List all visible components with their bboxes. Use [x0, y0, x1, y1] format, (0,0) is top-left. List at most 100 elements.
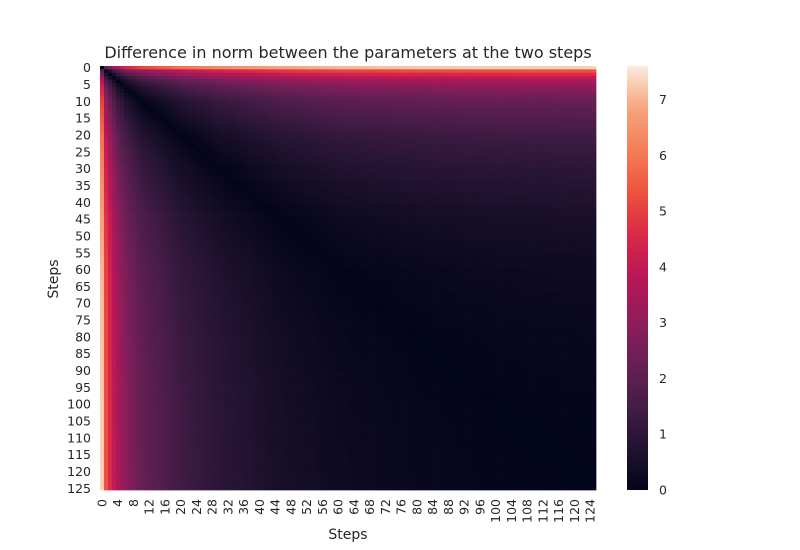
heatmap-cell [182, 106, 187, 111]
heatmap-cell [367, 113, 372, 117]
heatmap-cell [265, 103, 270, 107]
heatmap-cell [568, 103, 573, 107]
heatmap-cell [536, 103, 542, 107]
heatmap-cell [210, 76, 215, 80]
heatmap-cell [525, 103, 530, 107]
heatmap-cell [442, 193, 447, 198]
heatmap-cell [214, 163, 219, 168]
heatmap-cell [584, 72, 589, 77]
heatmap-cell [560, 136, 565, 141]
heatmap-cell [442, 119, 447, 124]
heatmap-cell [162, 180, 168, 185]
heatmap-cell [277, 150, 282, 154]
heatmap-cell [414, 109, 420, 114]
heatmap-cell [174, 143, 180, 148]
heatmap-cell [324, 119, 329, 124]
heatmap-cell [560, 193, 565, 198]
heatmap-cell [572, 82, 577, 87]
heatmap-cell [446, 92, 451, 97]
heatmap-cell [355, 86, 361, 90]
heatmap-cell [434, 103, 439, 107]
heatmap-cell [186, 89, 191, 94]
heatmap-cell [312, 69, 317, 74]
heatmap-cell [237, 109, 243, 114]
heatmap-cell [379, 76, 384, 80]
heatmap-cell [308, 129, 313, 134]
heatmap-cell [233, 103, 239, 107]
heatmap-cell [194, 86, 199, 90]
heatmap-cell [237, 143, 243, 148]
heatmap-cell [525, 190, 530, 195]
heatmap-cell [190, 180, 195, 185]
heatmap-cell [320, 193, 325, 198]
heatmap-cell [509, 99, 514, 104]
heatmap-cell [470, 183, 475, 188]
heatmap-cell [485, 109, 491, 114]
heatmap-cell [477, 190, 483, 195]
heatmap-cell [265, 69, 270, 74]
heatmap-cell [324, 66, 329, 70]
heatmap-cell [466, 79, 471, 84]
heatmap-cell [403, 123, 408, 127]
heatmap-cell [155, 126, 160, 131]
heatmap-cell [485, 79, 491, 84]
heatmap-cell [395, 92, 400, 97]
heatmap-cell [100, 96, 105, 101]
heatmap-cell [473, 79, 479, 84]
heatmap-cell [367, 116, 372, 121]
heatmap-cell [253, 173, 258, 178]
heatmap-cell [481, 163, 487, 168]
heatmap-cell [308, 187, 313, 191]
heatmap-cell [536, 180, 542, 185]
heatmap-cell [324, 126, 329, 131]
heatmap-cell [304, 79, 309, 84]
heatmap-cell [438, 187, 443, 191]
heatmap-cell [399, 76, 404, 80]
heatmap-cell [292, 190, 298, 195]
heatmap-cell [214, 72, 219, 77]
heatmap-cell [363, 123, 369, 127]
heatmap-cell [304, 103, 309, 107]
heatmap-cell [249, 129, 254, 134]
heatmap-cell [438, 129, 443, 134]
heatmap-cell [257, 126, 262, 131]
heatmap-cell [115, 119, 121, 124]
heatmap-cell [473, 190, 479, 195]
heatmap-cell [198, 143, 203, 148]
heatmap-cell [123, 140, 128, 144]
heatmap-cell [265, 180, 270, 185]
heatmap-cell [147, 136, 152, 141]
heatmap-cell [147, 160, 152, 164]
heatmap-cell [281, 76, 286, 80]
heatmap-cell [296, 177, 302, 181]
heatmap-cell [296, 116, 302, 121]
heatmap-cell [222, 89, 227, 94]
heatmap-cell [304, 160, 309, 164]
heatmap-cell [568, 109, 573, 114]
heatmap-cell [332, 163, 337, 168]
heatmap-cell [178, 166, 184, 171]
heatmap-cell [379, 150, 384, 154]
heatmap-cell [375, 113, 380, 117]
heatmap-cell [261, 119, 266, 124]
heatmap-cell [336, 170, 341, 175]
heatmap-cell [190, 113, 195, 117]
heatmap-cell [450, 143, 455, 148]
heatmap-cell [170, 187, 176, 191]
heatmap-cell [371, 86, 376, 90]
heatmap-cell [194, 119, 199, 124]
heatmap-cell [572, 96, 577, 101]
heatmap-cell [265, 166, 270, 171]
heatmap-cell [257, 160, 262, 164]
heatmap-cell [438, 136, 443, 141]
heatmap-cell [288, 69, 294, 74]
heatmap-cell [375, 143, 380, 148]
heatmap-cell [407, 177, 412, 181]
heatmap-cell [312, 66, 317, 70]
heatmap-cell [501, 180, 506, 185]
heatmap-cell [139, 146, 144, 151]
heatmap-cell [493, 183, 498, 188]
heatmap-cell [344, 136, 349, 141]
heatmap-cell [588, 150, 593, 154]
heatmap-cell [225, 190, 231, 195]
